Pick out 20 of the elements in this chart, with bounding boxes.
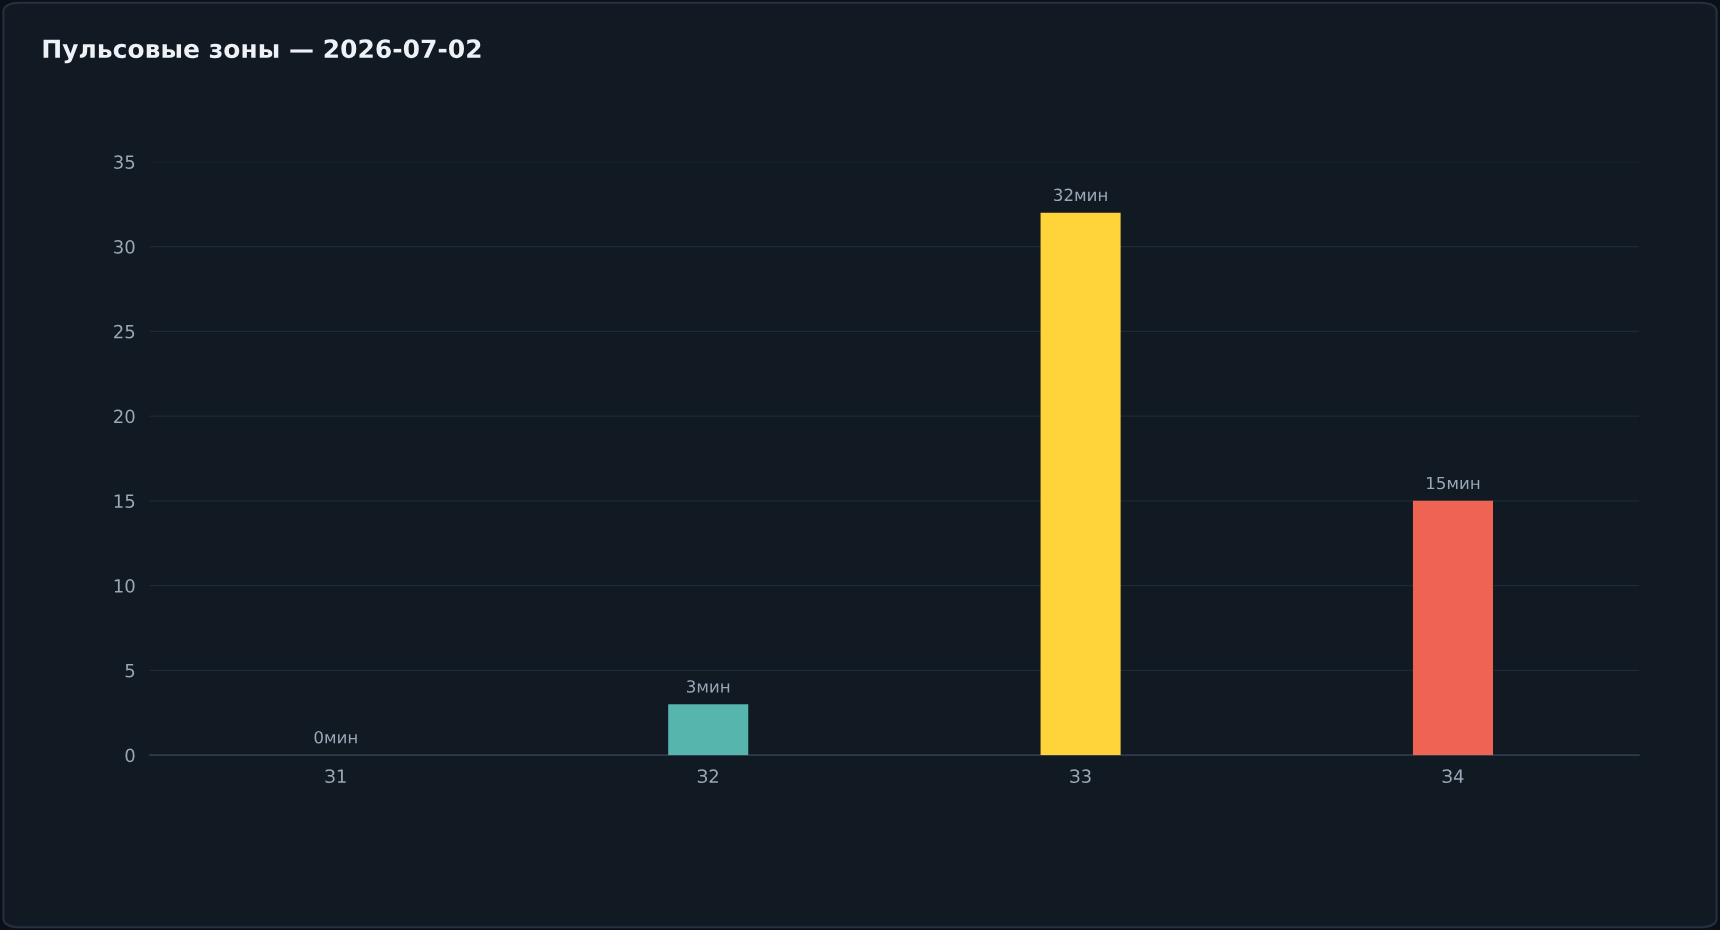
y-tick-label: 25 [114,324,135,339]
y-tick-label: 35 [114,155,135,169]
data-label: 3мин [687,680,730,693]
y-tick-label: 20 [114,409,135,424]
x-tick-label: З4 [1442,769,1464,784]
x-tick-label: З2 [697,769,718,784]
data-label: 32мин [1054,188,1107,202]
bar [668,704,749,756]
x-tick-label: З1 [325,769,346,784]
bar [1040,212,1121,756]
y-tick-label: 0 [125,748,135,763]
y-tick-label: 10 [114,579,135,593]
x-tick-label: З3 [1070,769,1091,784]
data-label: 0мин [314,730,357,744]
chart-title: Пульсовые зоны — 2026-07-02 [43,39,481,64]
y-tick-label: 15 [114,494,135,508]
data-label: 15мин [1427,476,1480,490]
bar [1412,500,1493,756]
y-tick-label: 5 [125,664,135,678]
y-tick-label: 30 [114,240,135,254]
